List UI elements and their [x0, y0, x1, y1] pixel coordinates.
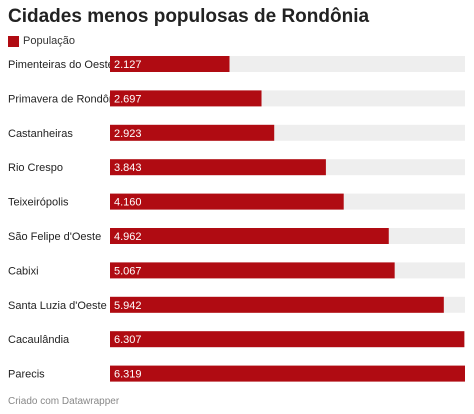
value-label: 5.067 [114, 265, 142, 277]
bar [110, 159, 326, 176]
bar [110, 296, 444, 313]
category-label: Pimenteiras do Oeste [8, 59, 114, 71]
bar [110, 90, 262, 107]
category-label: Teixeirópolis [8, 197, 69, 209]
chart-title: Cidades menos populosas de Rondônia [8, 6, 370, 27]
footer-credit: Criado com Datawrapper [8, 396, 120, 407]
category-label: Cabixi [8, 265, 39, 277]
value-label: 5.942 [114, 300, 142, 312]
category-label: Santa Luzia d'Oeste [8, 300, 107, 312]
legend-label: População [23, 35, 75, 47]
value-label: 4.962 [114, 231, 142, 243]
bar [110, 124, 275, 141]
category-label: Parecis [8, 369, 45, 381]
value-label: 2.923 [114, 128, 142, 140]
category-label: Rio Crespo [8, 162, 63, 174]
bar [110, 228, 389, 244]
value-label: 6.307 [114, 334, 142, 346]
bar [110, 331, 465, 348]
category-label: Primavera de Rondônia [8, 93, 124, 105]
bar [110, 56, 230, 72]
bar [110, 262, 395, 279]
bar [110, 193, 344, 210]
category-label: São Felipe d'Oeste [8, 231, 101, 243]
legend: População [8, 35, 75, 47]
value-label: 2.127 [114, 59, 142, 71]
bar [110, 365, 465, 382]
value-label: 3.843 [114, 162, 142, 174]
value-label: 4.160 [114, 197, 142, 209]
legend-swatch [8, 35, 19, 47]
category-label: Cacaulândia [8, 334, 70, 346]
value-label: 6.319 [114, 369, 142, 381]
category-label: Castanheiras [8, 128, 73, 140]
value-label: 2.697 [114, 93, 142, 105]
